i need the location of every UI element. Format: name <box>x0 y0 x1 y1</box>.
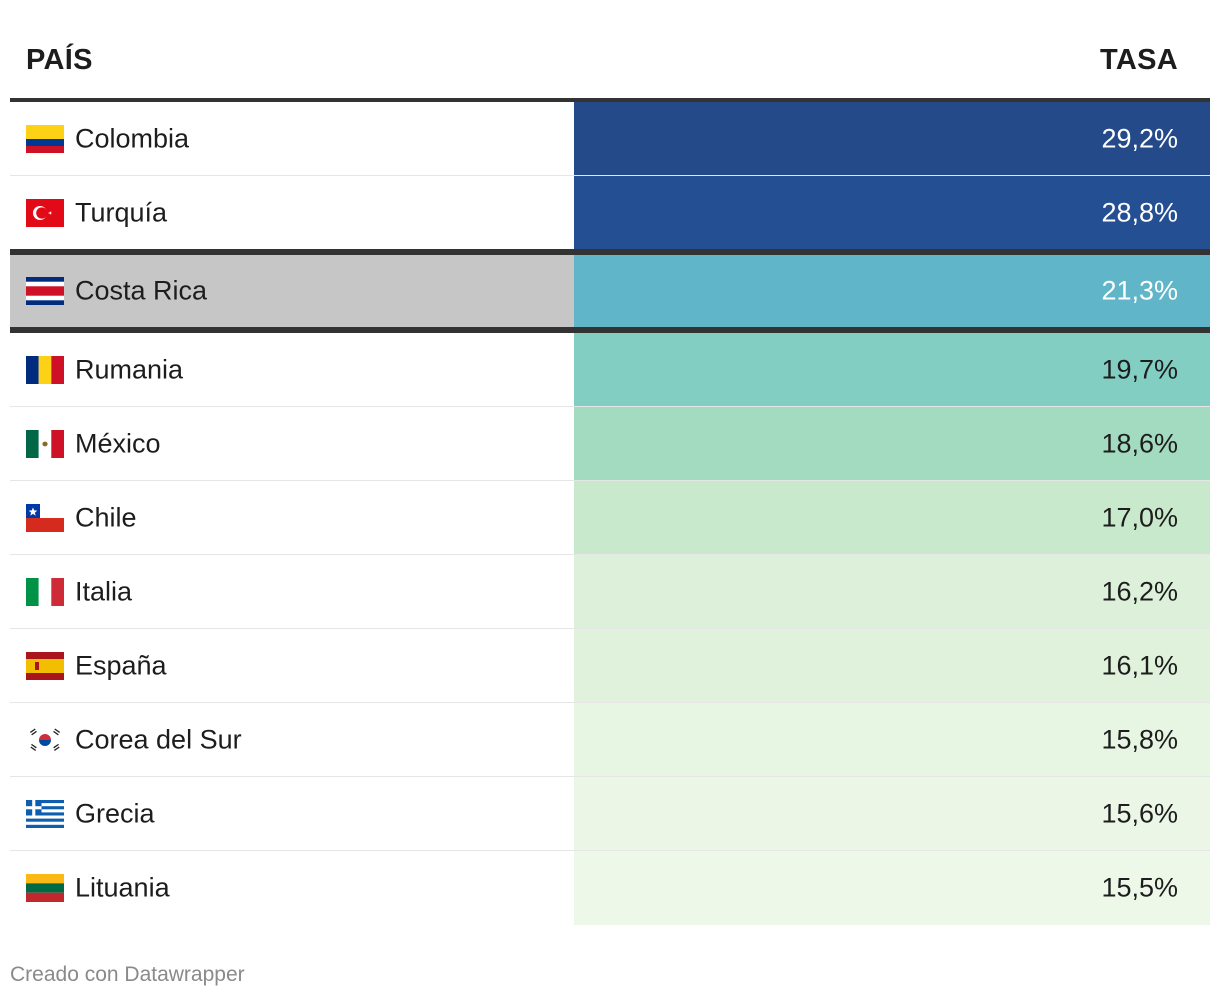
lithuania-flag-icon <box>26 874 64 902</box>
italy-flag-icon <box>26 577 64 606</box>
rate-cell: 18,6% <box>574 407 1210 480</box>
country-name: Rumania <box>75 354 184 384</box>
rate-value: 16,2% <box>1101 576 1178 606</box>
column-header-country[interactable]: PAÍS <box>26 44 93 76</box>
rate-cell: 16,2% <box>574 555 1210 628</box>
rate-value: 19,7% <box>1101 354 1178 384</box>
rate-cell: 28,8% <box>574 176 1210 249</box>
rate-value: 29,2% <box>1101 123 1178 153</box>
table-row-chile: Chile 17,0% <box>10 481 1210 555</box>
rate-cell: 15,5% <box>574 851 1210 925</box>
country-name: Turquía <box>75 197 168 227</box>
table-row-colombia: Colombia 29,2% <box>10 102 1210 176</box>
country-name: Costa Rica <box>75 275 208 306</box>
country-name: España <box>75 650 167 680</box>
rate-cell: 15,6% <box>574 777 1210 850</box>
rate-value: 28,8% <box>1101 197 1178 227</box>
rate-cell: 19,7% <box>574 333 1210 406</box>
table-row-espana: España 16,1% <box>10 629 1210 703</box>
romania-flag-icon <box>26 355 64 384</box>
rate-cell: 15,8% <box>574 703 1210 776</box>
column-header-rate[interactable]: TASA <box>1100 44 1178 76</box>
rate-table: PAÍS TASA Colombia 29,2% Turquía 28,8% Costa… <box>10 0 1210 925</box>
country-name: Chile <box>75 502 137 532</box>
rate-cell: 17,0% <box>574 481 1210 554</box>
country-name: México <box>75 428 161 458</box>
costa-rica-flag-icon <box>26 277 64 305</box>
chile-flag-icon <box>26 503 64 532</box>
rate-value: 21,3% <box>1101 275 1178 306</box>
rate-value: 17,0% <box>1101 502 1178 532</box>
rate-value: 16,1% <box>1101 650 1178 680</box>
rate-cell: 21,3% <box>574 255 1210 327</box>
turkey-flag-icon <box>26 198 64 227</box>
country-name: Italia <box>75 576 133 606</box>
country-name: Corea del Sur <box>75 724 242 754</box>
table-row-mexico: México 18,6% <box>10 407 1210 481</box>
table-row-grecia: Grecia 15,6% <box>10 777 1210 851</box>
rate-cell: 16,1% <box>574 629 1210 702</box>
rate-value: 18,6% <box>1101 428 1178 458</box>
country-name: Grecia <box>75 798 155 828</box>
table-row-turquia: Turquía 28,8% <box>10 176 1210 250</box>
south-korea-flag-icon <box>26 725 64 754</box>
country-name: Lituania <box>75 872 170 903</box>
table-row-italia: Italia 16,2% <box>10 555 1210 629</box>
table-header: PAÍS TASA <box>10 0 1210 102</box>
footer-credit[interactable]: Creado con Datawrapper <box>10 963 245 986</box>
mexico-flag-icon <box>26 429 64 458</box>
table-row-lituania: Lituania 15,5% <box>10 851 1210 925</box>
table-row-corea-del-sur: Corea del Sur 15,8% <box>10 703 1210 777</box>
greece-flag-icon <box>26 799 64 828</box>
rate-value: 15,8% <box>1101 724 1178 754</box>
colombia-flag-icon <box>26 124 64 153</box>
table-body: Colombia 29,2% Turquía 28,8% Costa Rica 21,3%… <box>10 102 1210 925</box>
rate-value: 15,6% <box>1101 798 1178 828</box>
rate-cell: 29,2% <box>574 102 1210 175</box>
country-name: Colombia <box>75 123 190 153</box>
table-row-rumania: Rumania 19,7% <box>10 333 1210 407</box>
rate-value: 15,5% <box>1101 872 1178 903</box>
table-row-costa-rica: Costa Rica 21,3% <box>10 249 1210 333</box>
spain-flag-icon <box>26 651 64 680</box>
